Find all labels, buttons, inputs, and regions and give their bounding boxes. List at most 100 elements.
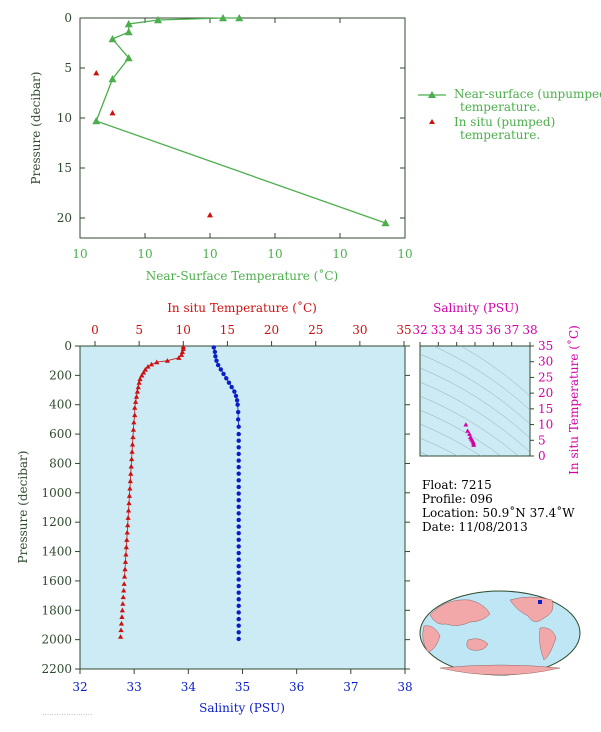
salinity-point	[236, 610, 241, 615]
ts-point	[467, 431, 472, 436]
salinity-point	[236, 550, 241, 556]
salinity-point	[236, 544, 241, 549]
temperature-point	[132, 405, 138, 410]
legend-marker-label-2: temperature.	[460, 128, 540, 142]
pressure-tick-label: 400	[49, 398, 72, 412]
legend-marker-swatch	[429, 119, 435, 124]
temperature-point	[119, 607, 125, 613]
pressure-tick-label: 1200	[41, 515, 72, 529]
near-surface-point	[124, 54, 133, 62]
temperature-point	[124, 537, 130, 542]
continent-asia	[429, 599, 491, 626]
ts-temperature-label: In situ Temperature (˚C)	[566, 325, 581, 475]
salinity-tick-label: 34	[181, 680, 197, 694]
temperature-point	[154, 359, 160, 365]
temperature-axis-label: In situ Temperature (˚C)	[167, 300, 317, 315]
ts-y-tick-label: 35	[538, 339, 553, 353]
pressure-y-ticks: 0 200 400 600 800 1000 1200 1400 1600 1800 2000 220…	[41, 339, 410, 676]
temperature-point	[125, 515, 131, 520]
profile-marks	[118, 344, 241, 642]
temperature-point	[145, 363, 151, 369]
temperature-point	[122, 559, 129, 564]
near-surface-plot-frame	[79, 17, 406, 239]
float-info: Float: 7215 Profile: 096 Location: 50.9˚…	[422, 478, 575, 534]
salinity-point	[236, 511, 241, 516]
temperature-point	[126, 500, 132, 506]
salinity-point	[236, 603, 241, 609]
ts-x-tick-label: 33	[431, 323, 446, 337]
near-surface-marks	[92, 14, 390, 227]
temperature-point	[164, 358, 170, 363]
in-situ-point	[207, 212, 213, 218]
x-tick-label: 10	[137, 247, 152, 261]
near-surface-point	[108, 35, 117, 43]
near-surface-point	[92, 117, 101, 125]
temperature-point	[129, 456, 135, 462]
temperature-point	[123, 544, 129, 550]
continent-antarctica	[439, 664, 561, 676]
temperature-point	[129, 449, 135, 454]
temperature-point	[131, 419, 137, 425]
temperature-tick-label: 10	[176, 323, 191, 337]
salinity-point	[215, 362, 221, 368]
temperature-point	[118, 634, 124, 639]
pressure-tick-label: 2200	[41, 662, 72, 676]
y-tick-label: 20	[57, 211, 72, 225]
salinity-point	[235, 417, 241, 422]
salinity-point	[236, 537, 241, 542]
salinity-point	[236, 583, 241, 589]
salinity-point	[236, 570, 241, 576]
salinity-point	[218, 367, 224, 372]
salinity-point	[236, 623, 241, 628]
salinity-point	[212, 349, 218, 355]
ts-x-tick-label: 38	[522, 323, 537, 337]
density-contour	[433, 346, 530, 411]
temperature-point	[122, 566, 128, 572]
x-tick-label: 10	[332, 247, 347, 261]
temperature-point	[136, 380, 142, 385]
ts-x-tick-label: 32	[412, 323, 427, 337]
world-map	[419, 590, 581, 676]
density-contour	[420, 437, 458, 456]
density-contours	[420, 346, 530, 456]
float-id: Float: 7215	[422, 478, 492, 492]
salinity-point	[236, 590, 241, 595]
y-tick-label: 10	[57, 111, 72, 125]
salinity-point	[236, 431, 241, 437]
ts-y-tick-label: 25	[538, 370, 553, 384]
y-tick-label: 15	[57, 161, 72, 175]
location: Location: 50.9˚N 37.4˚W	[422, 505, 575, 520]
pressure-tick-label: 2000	[41, 633, 72, 647]
temperature-point	[133, 394, 140, 399]
temperature-tick-label: 5	[135, 323, 143, 337]
temperature-point	[128, 463, 134, 469]
continent-africa	[422, 625, 441, 653]
density-contour	[420, 353, 530, 425]
salinity-point	[236, 517, 241, 523]
legend-marker-label-1: In situ (pumped)	[454, 115, 555, 129]
temperature-point	[176, 355, 182, 360]
salinity-point	[236, 478, 241, 483]
ts-marks	[463, 422, 477, 447]
temperature-point	[139, 372, 145, 378]
density-contour	[420, 409, 502, 456]
salinity-tick-label: 36	[289, 680, 304, 694]
pressure-tick-label: 1600	[41, 574, 72, 588]
map-ocean	[419, 590, 581, 676]
near-surface-y-axis-label: Pressure (decibar)	[29, 72, 43, 185]
salinity-point	[236, 530, 241, 536]
ts-y-tick-label: 0	[538, 449, 546, 463]
salinity-point	[236, 630, 241, 635]
temperature-point	[127, 478, 133, 484]
pressure-tick-label: 0	[64, 339, 72, 353]
salinity-point	[236, 458, 241, 463]
near-surface-point	[219, 14, 227, 22]
temperature-point	[120, 594, 126, 600]
salinity-point	[236, 597, 241, 602]
ts-plot-area	[419, 345, 531, 457]
salinity-point	[236, 451, 241, 457]
continent-north-america	[509, 596, 554, 622]
near-surface-legend: Near-surface (unpumped) temperature. In …	[418, 87, 601, 142]
temperature-tick-label: 0	[91, 323, 99, 337]
